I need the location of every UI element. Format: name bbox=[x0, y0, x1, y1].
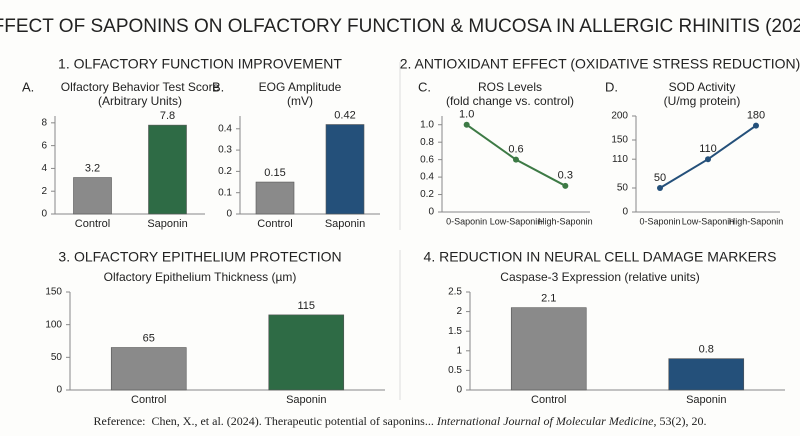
bar bbox=[255, 181, 295, 215]
x-tick-label: Low-Saponin bbox=[682, 216, 735, 226]
x-tick-label: 0-Saponin bbox=[639, 216, 680, 226]
point bbox=[562, 182, 569, 189]
chart-title: Caspase-3 Expression (relative units) bbox=[500, 270, 699, 284]
y-tick-label: 0.6 bbox=[420, 154, 434, 165]
y-tick-label: 1.5 bbox=[448, 326, 462, 337]
value-label: 50 bbox=[654, 172, 666, 184]
chart-title: SOD Activity bbox=[669, 80, 736, 94]
y-tick-label: 0 bbox=[41, 209, 47, 220]
chart-title: Olfactory Behavior Test Score bbox=[61, 80, 220, 94]
x-tick-label: Saponin bbox=[286, 394, 326, 406]
y-tick-label: 2 bbox=[456, 306, 462, 317]
y-tick-label: 0.3 bbox=[218, 145, 232, 156]
value-label: 0.42 bbox=[334, 109, 355, 121]
chart-subtitle: (mV) bbox=[287, 94, 313, 108]
y-tick-label: 50 bbox=[51, 352, 63, 363]
y-tick-label: 2.5 bbox=[448, 287, 462, 298]
bar bbox=[110, 347, 187, 391]
point bbox=[513, 156, 519, 163]
chart-subtitle: (Arbitrary Units) bbox=[98, 94, 182, 108]
bar bbox=[73, 177, 112, 215]
chart-label: D. bbox=[605, 79, 618, 94]
value-label: 180 bbox=[747, 110, 765, 122]
y-tick-label: 0 bbox=[428, 207, 434, 218]
section-title: 2. ANTIOXIDANT EFFECT (OXIDATIVE STRESS … bbox=[400, 56, 800, 72]
bar bbox=[510, 307, 587, 391]
y-tick-label: 0 bbox=[56, 385, 62, 396]
main-title: EFFECT OF SAPONINS ON OLFACTORY FUNCTION… bbox=[0, 16, 800, 37]
bar bbox=[268, 314, 345, 391]
chart-label: C. bbox=[418, 79, 431, 94]
y-tick-label: 1.0 bbox=[420, 119, 434, 130]
y-tick-label: 100 bbox=[45, 319, 62, 330]
value-label: 0.6 bbox=[508, 144, 523, 156]
x-tick-label: Control bbox=[531, 394, 566, 406]
y-tick-label: 0 bbox=[622, 207, 628, 218]
y-tick-label: 4 bbox=[41, 163, 47, 174]
bar bbox=[325, 124, 365, 215]
y-tick-label: 200 bbox=[611, 111, 628, 122]
y-tick-label: 0.8 bbox=[420, 137, 434, 148]
y-tick-label: 1 bbox=[456, 345, 462, 356]
y-tick-label: 150 bbox=[45, 287, 62, 298]
value-label: 2.1 bbox=[541, 293, 556, 305]
y-tick-label: 0.4 bbox=[420, 172, 434, 183]
y-tick-label: 0.2 bbox=[420, 189, 434, 200]
y-tick-label: 8 bbox=[41, 117, 47, 128]
reference-journal: International Journal of Molecular Medic… bbox=[436, 414, 654, 428]
section-title: 1. OLFACTORY FUNCTION IMPROVEMENT bbox=[58, 56, 342, 72]
y-tick-label: 0 bbox=[226, 209, 232, 220]
value-label: 115 bbox=[297, 300, 315, 312]
y-tick-label: 0.5 bbox=[448, 365, 462, 376]
value-label: 3.2 bbox=[85, 162, 100, 174]
y-tick-label: 0.2 bbox=[218, 166, 232, 177]
x-tick-label: Saponin bbox=[147, 218, 187, 230]
reference: Reference: Chen, X., et al. (2024). Ther… bbox=[0, 414, 800, 429]
x-tick-label: High-Saponin bbox=[538, 216, 593, 226]
value-label: 7.8 bbox=[160, 110, 175, 122]
chart-title: EOG Amplitude bbox=[259, 80, 342, 94]
value-label: 1.0 bbox=[459, 109, 474, 121]
infographic: EFFECT OF SAPONINS ON OLFACTORY FUNCTION… bbox=[0, 16, 800, 406]
x-tick-label: Saponin bbox=[325, 218, 365, 230]
section-title: 3. OLFACTORY EPITHELIUM PROTECTION bbox=[58, 249, 341, 265]
value-label: 110 bbox=[699, 143, 717, 155]
y-tick-label: 150 bbox=[611, 135, 628, 146]
y-tick-label: 0.4 bbox=[218, 123, 232, 134]
section-title: 4. REDUCTION IN NEURAL CELL DAMAGE MARKE… bbox=[424, 249, 777, 265]
y-tick-label: 6 bbox=[41, 140, 47, 151]
value-label: 0.15 bbox=[264, 167, 285, 179]
point bbox=[657, 185, 663, 191]
chart-subtitle: (U/mg protein) bbox=[664, 94, 741, 108]
value-label: 0.8 bbox=[699, 344, 714, 356]
chart-title: Olfactory Epithelium Thickness (µm) bbox=[104, 270, 297, 284]
point bbox=[705, 156, 711, 163]
bar bbox=[148, 124, 187, 215]
x-tick-label: Low-Saponin bbox=[490, 216, 543, 226]
chart-label: A. bbox=[22, 79, 34, 94]
chart-label: B. bbox=[212, 79, 224, 94]
point bbox=[753, 122, 759, 129]
bar bbox=[668, 358, 745, 391]
y-tick-label: 110 bbox=[612, 154, 628, 165]
value-label: 0.3 bbox=[558, 170, 573, 182]
x-tick-label: Control bbox=[75, 218, 110, 230]
x-tick-label: High-Saponin bbox=[729, 216, 784, 226]
x-tick-label: Control bbox=[131, 394, 166, 406]
x-tick-label: 0-Saponin bbox=[446, 216, 487, 226]
y-tick-label: 2 bbox=[41, 186, 47, 197]
y-tick-label: 0 bbox=[456, 385, 462, 396]
x-tick-label: Saponin bbox=[686, 394, 726, 406]
y-tick-label: 50 bbox=[617, 183, 629, 194]
chart-subtitle: (fold change vs. control) bbox=[446, 94, 574, 108]
x-tick-label: Control bbox=[257, 218, 292, 230]
reference-text: Reference: Chen, X., et al. (2024). Ther… bbox=[93, 414, 437, 428]
reference-text: , 53(2), 20. bbox=[653, 414, 707, 428]
y-tick-label: 0.1 bbox=[218, 187, 232, 198]
value-label: 65 bbox=[143, 332, 155, 344]
chart-title: ROS Levels bbox=[478, 80, 542, 94]
point bbox=[463, 121, 470, 128]
